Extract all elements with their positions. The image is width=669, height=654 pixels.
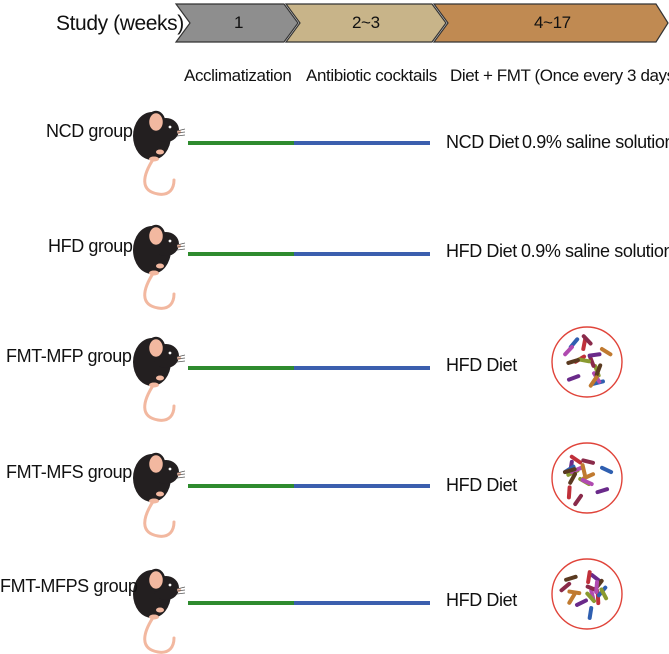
group-label-fmt-mfps: FMT-MFPS group bbox=[0, 576, 138, 596]
phase-label-2-3: 2~3 bbox=[352, 13, 380, 32]
stage-label-antibiotic: Antibiotic cocktails bbox=[306, 66, 437, 85]
treatment-label-hfd: 0.9% saline solution bbox=[521, 241, 669, 261]
diet-label-ncd: NCD Diet bbox=[446, 132, 519, 152]
treatment-label-ncd: 0.9% saline solution bbox=[522, 132, 669, 152]
diet-label-fmt-mfp: HFD Diet bbox=[446, 355, 517, 375]
group-label-ncd: NCD group bbox=[46, 121, 133, 141]
phase-arrow-2-3 bbox=[284, 3, 447, 43]
diet-label-fmt-mfs: HFD Diet bbox=[446, 475, 517, 495]
mouse-icon bbox=[133, 336, 186, 422]
stage-label-diet-fmt: Diet + FMT (Once every 3 days) bbox=[450, 66, 669, 85]
diet-label-fmt-mfps: HFD Diet bbox=[446, 590, 517, 610]
mouse-icon bbox=[133, 568, 186, 654]
mouse-icon bbox=[133, 452, 186, 538]
bacteria-dish-icon bbox=[551, 442, 623, 514]
mouse-icon bbox=[133, 110, 186, 196]
bacteria-dish-icon bbox=[551, 326, 623, 398]
stage-label-acclimatization: Acclimatization bbox=[184, 66, 292, 85]
group-label-fmt-mfs: FMT-MFS group bbox=[6, 462, 132, 482]
bacteria-dish-icon bbox=[551, 558, 623, 630]
phase-arrow-4-17 bbox=[432, 3, 669, 43]
phase-arrow-1 bbox=[174, 3, 299, 43]
study-weeks-label: Study (weeks) bbox=[56, 12, 184, 35]
group-label-fmt-mfp: FMT-MFP group bbox=[6, 346, 132, 366]
phase-label-1: 1 bbox=[234, 13, 244, 32]
group-label-hfd: HFD group bbox=[48, 236, 133, 256]
diet-label-hfd: HFD Diet bbox=[446, 241, 517, 261]
mouse-icon bbox=[133, 224, 186, 310]
phase-label-4-17: 4~17 bbox=[534, 13, 571, 32]
